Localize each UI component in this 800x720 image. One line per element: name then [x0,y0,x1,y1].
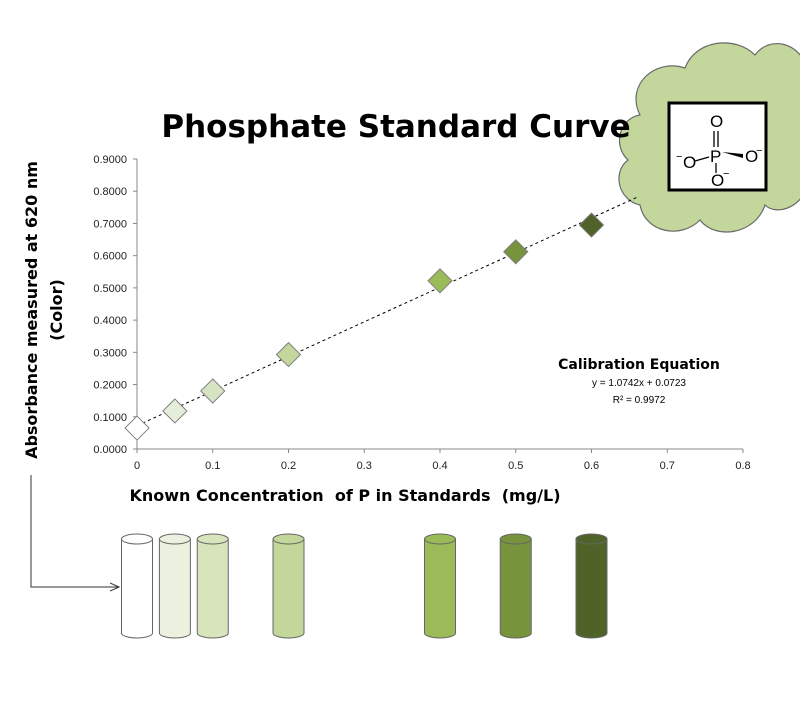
data-point [578,212,605,238]
tube-body [499,539,532,639]
x-tick-label: 0.8 [735,460,750,472]
tube-top [575,533,608,545]
atom-o-right-charge: − [756,145,762,157]
y-tick-label: 0.1000 [93,412,127,424]
atom-o-bottom: O [711,171,724,190]
data-point [427,268,453,294]
calibration-equation: y = 1.0742x + 0.0723 [592,378,686,389]
atom-o-top: O [710,112,723,131]
tube-body [121,539,153,639]
phosphate-cloud: O P − O O − O − [618,42,800,233]
atom-p: P [710,147,721,166]
tube-top [196,533,229,545]
tube-body [272,539,305,639]
atom-o-right: O [745,147,758,166]
test-tube [158,533,191,639]
tube-top [121,533,153,545]
y-axis-label-line2: (Color) [47,279,66,341]
x-axis-label: Known Concentration of P in Standards (m… [129,486,560,505]
y-tick-label: 0.7000 [93,218,127,230]
y-tick-label: 0.2000 [93,380,127,392]
test-tube [196,533,229,639]
x-tick-label: 0 [134,460,140,472]
y-tick-label: 0.4000 [93,315,127,327]
tube-body [158,539,191,639]
connector-arrow [30,475,119,587]
tube-top [158,533,191,545]
chart-title: Phosphate Standard Curve [161,109,630,145]
x-tick-label: 0.2 [281,460,296,472]
data-point [275,341,302,368]
y-tick-label: 0.5000 [93,283,127,295]
data-point [124,415,150,441]
tube-top [424,533,456,545]
tube-body [196,539,229,639]
x-tick-label: 0.3 [357,460,372,472]
x-tick-label: 0.7 [660,460,675,472]
data-point [162,398,188,424]
phosphate-molecule-icon: O P − O O − O − [676,112,762,190]
test-tube [575,533,608,639]
data-point [200,378,226,404]
test-tube [272,533,305,639]
y-axis-label-line1: Absorbance measured at 620 nm [22,161,41,459]
tube-top [499,533,532,545]
atom-o-left-charge: − [676,151,682,163]
y-axis-ticks: 0.0000 0.1000 0.2000 0.3000 0.4000 0.5000 0.60… [93,154,137,456]
data-points [124,212,605,441]
tube-top [272,533,305,545]
x-tick-label: 0.4 [432,460,447,472]
x-tick-label: 0.6 [584,460,599,472]
y-tick-label: 0.6000 [93,251,127,263]
x-tick-label: 0.5 [508,460,523,472]
standard-tubes [121,533,608,639]
test-tube [499,533,532,639]
tube-body [575,539,608,639]
calibration-annotation: Calibration Equation y = 1.0742x + 0.072… [558,357,720,406]
calibration-title: Calibration Equation [558,357,720,373]
calibration-r2: R² = 0.9972 [613,395,666,406]
y-tick-label: 0.3000 [93,347,127,359]
tube-body [424,539,456,639]
y-tick-label: 0.0000 [93,444,127,456]
x-axis-ticks: 0 0.1 0.2 0.3 0.4 0.5 0.6 0.7 0.8 [134,449,751,472]
atom-o-left: O [683,153,696,172]
test-tube [121,533,153,639]
atom-o-bottom-charge: − [723,168,729,180]
x-tick-label: 0.1 [205,460,220,472]
y-tick-label: 0.8000 [93,186,127,198]
y-tick-label: 0.9000 [93,154,127,166]
data-point [503,239,529,265]
test-tube [424,533,456,639]
